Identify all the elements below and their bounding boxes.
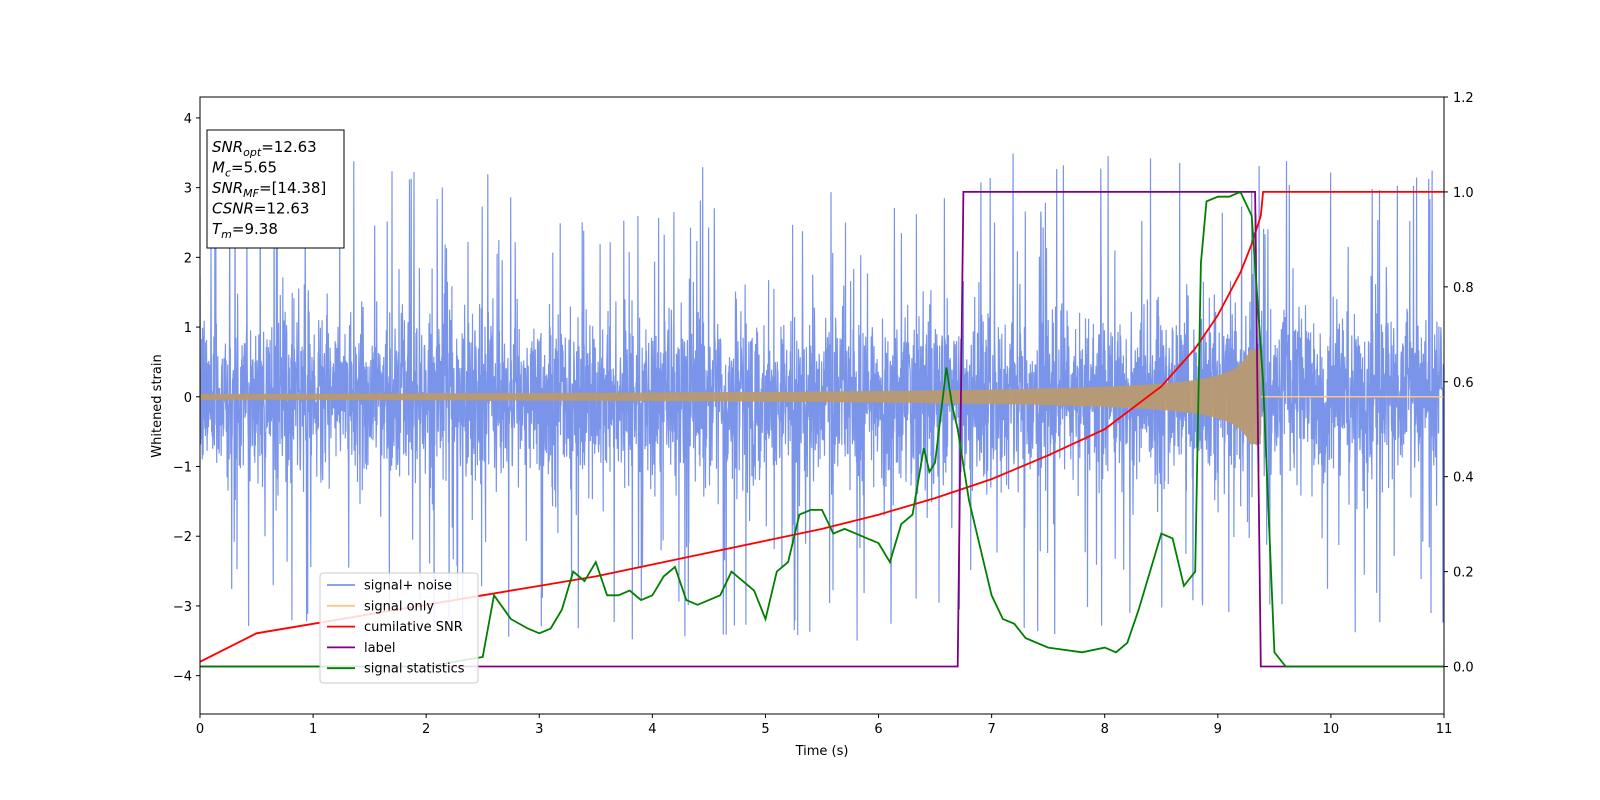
y-axis-right: 0.0 0.2 0.4 0.6 0.8 1.0 1.2 — [1444, 91, 1474, 676]
x-tick-label: 5 — [761, 722, 769, 737]
x-tick-label: 4 — [648, 722, 656, 737]
y-tick-label: −4 — [173, 670, 192, 685]
y-tick-label: −3 — [173, 600, 192, 615]
y-tick-label: −2 — [173, 530, 192, 545]
y2-tick-label: 1.0 — [1453, 186, 1474, 201]
info-box-frame — [206, 129, 345, 249]
signal-only-series — [200, 349, 1444, 445]
x-tick-label: 6 — [874, 722, 882, 737]
info-box-line: Mc=5.65 — [212, 159, 277, 180]
x-tick-label: 2 — [422, 722, 430, 737]
x-axis-title: Time (s) — [795, 744, 849, 759]
y2-tick-label: 1.2 — [1453, 91, 1474, 106]
plot-frame — [199, 96, 1445, 715]
y2-tick-label: 0.8 — [1453, 281, 1474, 296]
y2-tick-label: 0.6 — [1453, 376, 1474, 391]
signal-statistics-line — [200, 190, 1444, 668]
info-box-line: SNRopt=12.63 — [212, 138, 317, 159]
legend-label: signal+ noise — [364, 579, 452, 594]
x-tick-label: 3 — [535, 722, 543, 737]
x-tick-label: 9 — [1214, 722, 1222, 737]
info-box-line: SNRMF=[14.38] — [212, 179, 326, 200]
legend-label: cumilative SNR — [364, 620, 463, 635]
y2-tick-label: 0.0 — [1453, 661, 1474, 676]
y-tick-label: 2 — [184, 251, 192, 266]
x-tick-label: 7 — [987, 722, 995, 737]
info-box-line: CSNR=12.63 — [212, 200, 309, 218]
x-tick-label: 8 — [1101, 722, 1109, 737]
y-axis-title: Whitened strain — [150, 354, 165, 457]
signal-only-envelope — [200, 349, 1261, 445]
legend: signal+ noise signal only cumilative SNR la… — [319, 572, 479, 684]
y2-tick-label: 0.2 — [1453, 566, 1474, 581]
x-axis: 0 1 2 3 4 5 6 7 8 9 10 11 — [196, 714, 1452, 737]
y-tick-label: 3 — [184, 182, 192, 197]
legend-frame — [319, 572, 479, 684]
x-tick-label: 11 — [1436, 722, 1453, 737]
x-tick-label: 0 — [196, 722, 204, 737]
y-tick-label: 0 — [184, 391, 192, 406]
y2-tick-label: 0.4 — [1453, 471, 1474, 486]
y-axis-left: −4 −3 −2 −1 0 1 2 3 4 — [173, 112, 200, 685]
y-tick-label: −1 — [173, 461, 192, 476]
legend-label: label — [364, 641, 395, 656]
info-box-line: Tm=9.38 — [212, 220, 278, 241]
y-tick-label: 1 — [184, 321, 192, 336]
y-tick-label: 4 — [184, 112, 192, 127]
x-tick-label: 1 — [309, 722, 317, 737]
legend-label: signal statistics — [364, 662, 465, 677]
info-box: SNRopt=12.63Mc=5.65SNRMF=[14.38]CSNR=12.… — [206, 129, 345, 249]
x-tick-label: 10 — [1323, 722, 1340, 737]
legend-label: signal only — [364, 599, 434, 614]
